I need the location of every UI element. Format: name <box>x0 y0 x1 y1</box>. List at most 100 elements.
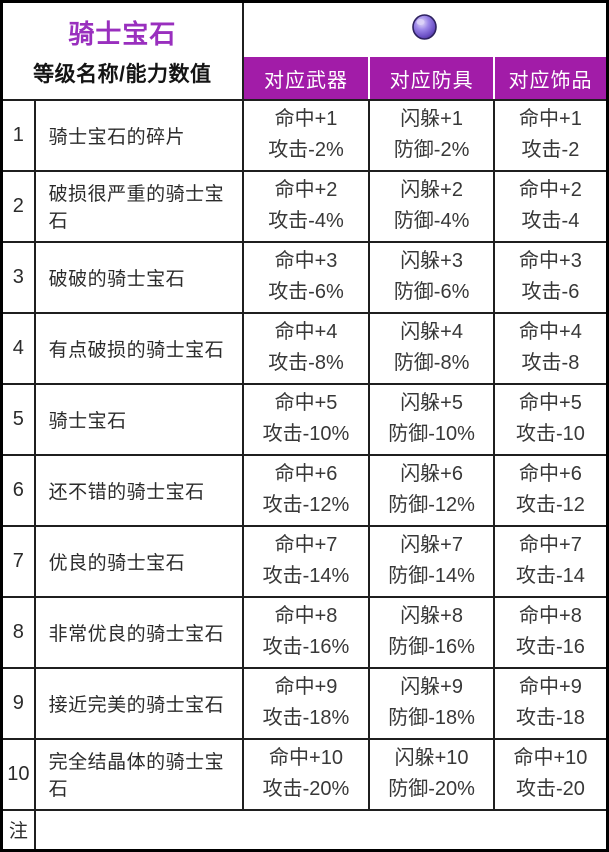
stat-line: 攻击-2 <box>521 139 580 162</box>
column-header-accessory: 对应饰品 <box>492 55 609 101</box>
stat-line: 命中+3 <box>274 250 338 273</box>
stat-line: 防御-10% <box>388 423 475 446</box>
stat-line: 命中+8 <box>274 605 338 628</box>
stat-line: 命中+1 <box>519 108 582 131</box>
stat-line: 命中+7 <box>519 534 582 557</box>
armor-stat-cell: 闪躲+5 防御-10% <box>368 382 495 456</box>
level-cell: 6 <box>0 453 36 527</box>
gem-icon-cell <box>241 0 609 58</box>
accessory-stat-cell: 命中+10 攻击-20 <box>492 737 609 811</box>
stat-line: 闪躲+1 <box>400 108 463 131</box>
stat-line: 攻击-4% <box>268 210 344 233</box>
page-subtitle: 等级名称/能力数值 <box>33 62 212 86</box>
gem-name-cell: 完全结晶体的骑士宝石 <box>33 737 244 811</box>
stat-line: 防御-20% <box>388 778 475 801</box>
stat-line: 攻击-10% <box>262 423 350 446</box>
stat-line: 命中+4 <box>274 321 338 344</box>
stat-line: 攻击-18% <box>262 707 350 730</box>
accessory-stat-cell: 命中+3 攻击-6 <box>492 240 609 314</box>
table-row: 5 骑士宝石 命中+5 攻击-10% 闪躲+5 防御-10% 命中+5 攻击-1… <box>0 382 609 456</box>
stat-line: 命中+9 <box>519 676 582 699</box>
stat-line: 命中+4 <box>519 321 582 344</box>
stat-line: 闪躲+3 <box>400 250 463 273</box>
purple-orb-gem-icon <box>411 13 438 45</box>
level-cell: 2 <box>0 169 36 243</box>
weapon-stat-cell: 命中+6 攻击-12% <box>241 453 371 527</box>
stat-line: 攻击-20 <box>516 778 585 801</box>
stat-line: 命中+8 <box>519 605 582 628</box>
table-row: 10 完全结晶体的骑士宝石 命中+10 攻击-20% 闪躲+10 防御-20% … <box>0 737 609 811</box>
weapon-stat-cell: 命中+7 攻击-14% <box>241 524 371 598</box>
table-row: 2 破损很严重的骑士宝石 命中+2 攻击-4% 闪躲+2 防御-4% 命中+2 … <box>0 169 609 243</box>
table-row: 1 骑士宝石的碎片 命中+1 攻击-2% 闪躲+1 防御-2% 命中+1 攻击-… <box>0 98 609 172</box>
stat-line: 攻击-20% <box>262 778 350 801</box>
level-cell: 4 <box>0 311 36 385</box>
weapon-stat-cell: 命中+2 攻击-4% <box>241 169 371 243</box>
stat-line: 命中+1 <box>274 108 338 131</box>
stat-line: 攻击-8 <box>521 352 580 375</box>
stat-line: 闪躲+8 <box>400 605 463 628</box>
stat-line: 命中+10 <box>269 747 343 770</box>
accessory-stat-cell: 命中+5 攻击-10 <box>492 382 609 456</box>
stat-line: 攻击-8% <box>268 352 344 375</box>
stat-line: 命中+10 <box>513 747 588 770</box>
gem-name-cell: 破破的骑士宝石 <box>33 240 244 314</box>
armor-stat-cell: 闪躲+1 防御-2% <box>368 98 495 172</box>
accessory-stat-cell: 命中+7 攻击-14 <box>492 524 609 598</box>
stat-line: 命中+2 <box>519 179 582 202</box>
stat-line: 攻击-12% <box>262 494 350 517</box>
stat-line: 攻击-2% <box>268 139 344 162</box>
page-title: 骑士宝石 <box>68 18 177 49</box>
stat-line: 攻击-12 <box>516 494 585 517</box>
weapon-stat-cell: 命中+8 攻击-16% <box>241 595 371 669</box>
level-cell: 7 <box>0 524 36 598</box>
stat-line: 闪躲+2 <box>400 179 463 202</box>
armor-stat-cell: 闪躲+6 防御-12% <box>368 453 495 527</box>
note-label: 注 <box>0 808 36 852</box>
armor-stat-cell: 闪躲+2 防御-4% <box>368 169 495 243</box>
title-cell: 骑士宝石 等级名称/能力数值 <box>0 0 244 101</box>
stat-line: 防御-14% <box>388 565 475 588</box>
level-cell: 9 <box>0 666 36 740</box>
stat-line: 闪躲+7 <box>400 534 463 557</box>
gem-name-cell: 非常优良的骑士宝石 <box>33 595 244 669</box>
table-row: 4 有点破损的骑士宝石 命中+4 攻击-8% 闪躲+4 防御-8% 命中+4 攻… <box>0 311 609 385</box>
stat-line: 闪躲+4 <box>400 321 463 344</box>
armor-stat-cell: 闪躲+3 防御-6% <box>368 240 495 314</box>
stat-line: 命中+6 <box>274 463 338 486</box>
stat-line: 命中+9 <box>274 676 338 699</box>
stat-line: 攻击-14 <box>516 565 585 588</box>
stat-line: 攻击-18 <box>516 707 585 730</box>
stat-line: 防御-4% <box>393 210 470 233</box>
gem-name-cell: 骑士宝石 <box>33 382 244 456</box>
weapon-stat-cell: 命中+1 攻击-2% <box>241 98 371 172</box>
weapon-stat-cell: 命中+3 攻击-6% <box>241 240 371 314</box>
stat-line: 防御-16% <box>388 636 475 659</box>
stat-line: 闪躲+9 <box>400 676 463 699</box>
note-row: 注 <box>0 808 609 852</box>
armor-stat-cell: 闪躲+4 防御-8% <box>368 311 495 385</box>
armor-stat-cell: 闪躲+8 防御-16% <box>368 595 495 669</box>
weapon-stat-cell: 命中+5 攻击-10% <box>241 382 371 456</box>
stat-line: 防御-6% <box>393 281 470 304</box>
accessory-stat-cell: 命中+9 攻击-18 <box>492 666 609 740</box>
accessory-stat-cell: 命中+2 攻击-4 <box>492 169 609 243</box>
stat-line: 攻击-16% <box>262 636 350 659</box>
stat-line: 攻击-6% <box>268 281 344 304</box>
gem-name-cell: 破损很严重的骑士宝石 <box>33 169 244 243</box>
weapon-stat-cell: 命中+10 攻击-20% <box>241 737 371 811</box>
accessory-stat-cell: 命中+8 攻击-16 <box>492 595 609 669</box>
stat-line: 命中+5 <box>519 392 582 415</box>
level-cell: 5 <box>0 382 36 456</box>
gem-name-cell: 接近完美的骑士宝石 <box>33 666 244 740</box>
stat-line: 命中+5 <box>274 392 338 415</box>
stat-line: 防御-18% <box>388 707 475 730</box>
stat-line: 命中+7 <box>274 534 338 557</box>
table-header-row: 对应武器 对应防具 对应饰品 <box>2 55 609 101</box>
stat-line: 闪躲+10 <box>394 747 469 770</box>
table-row: 9 接近完美的骑士宝石 命中+9 攻击-18% 闪躲+9 防御-18% 命中+9… <box>0 666 609 740</box>
stat-line: 防御-12% <box>388 494 475 517</box>
stat-line: 命中+2 <box>274 179 338 202</box>
armor-stat-cell: 闪躲+10 防御-20% <box>368 737 495 811</box>
